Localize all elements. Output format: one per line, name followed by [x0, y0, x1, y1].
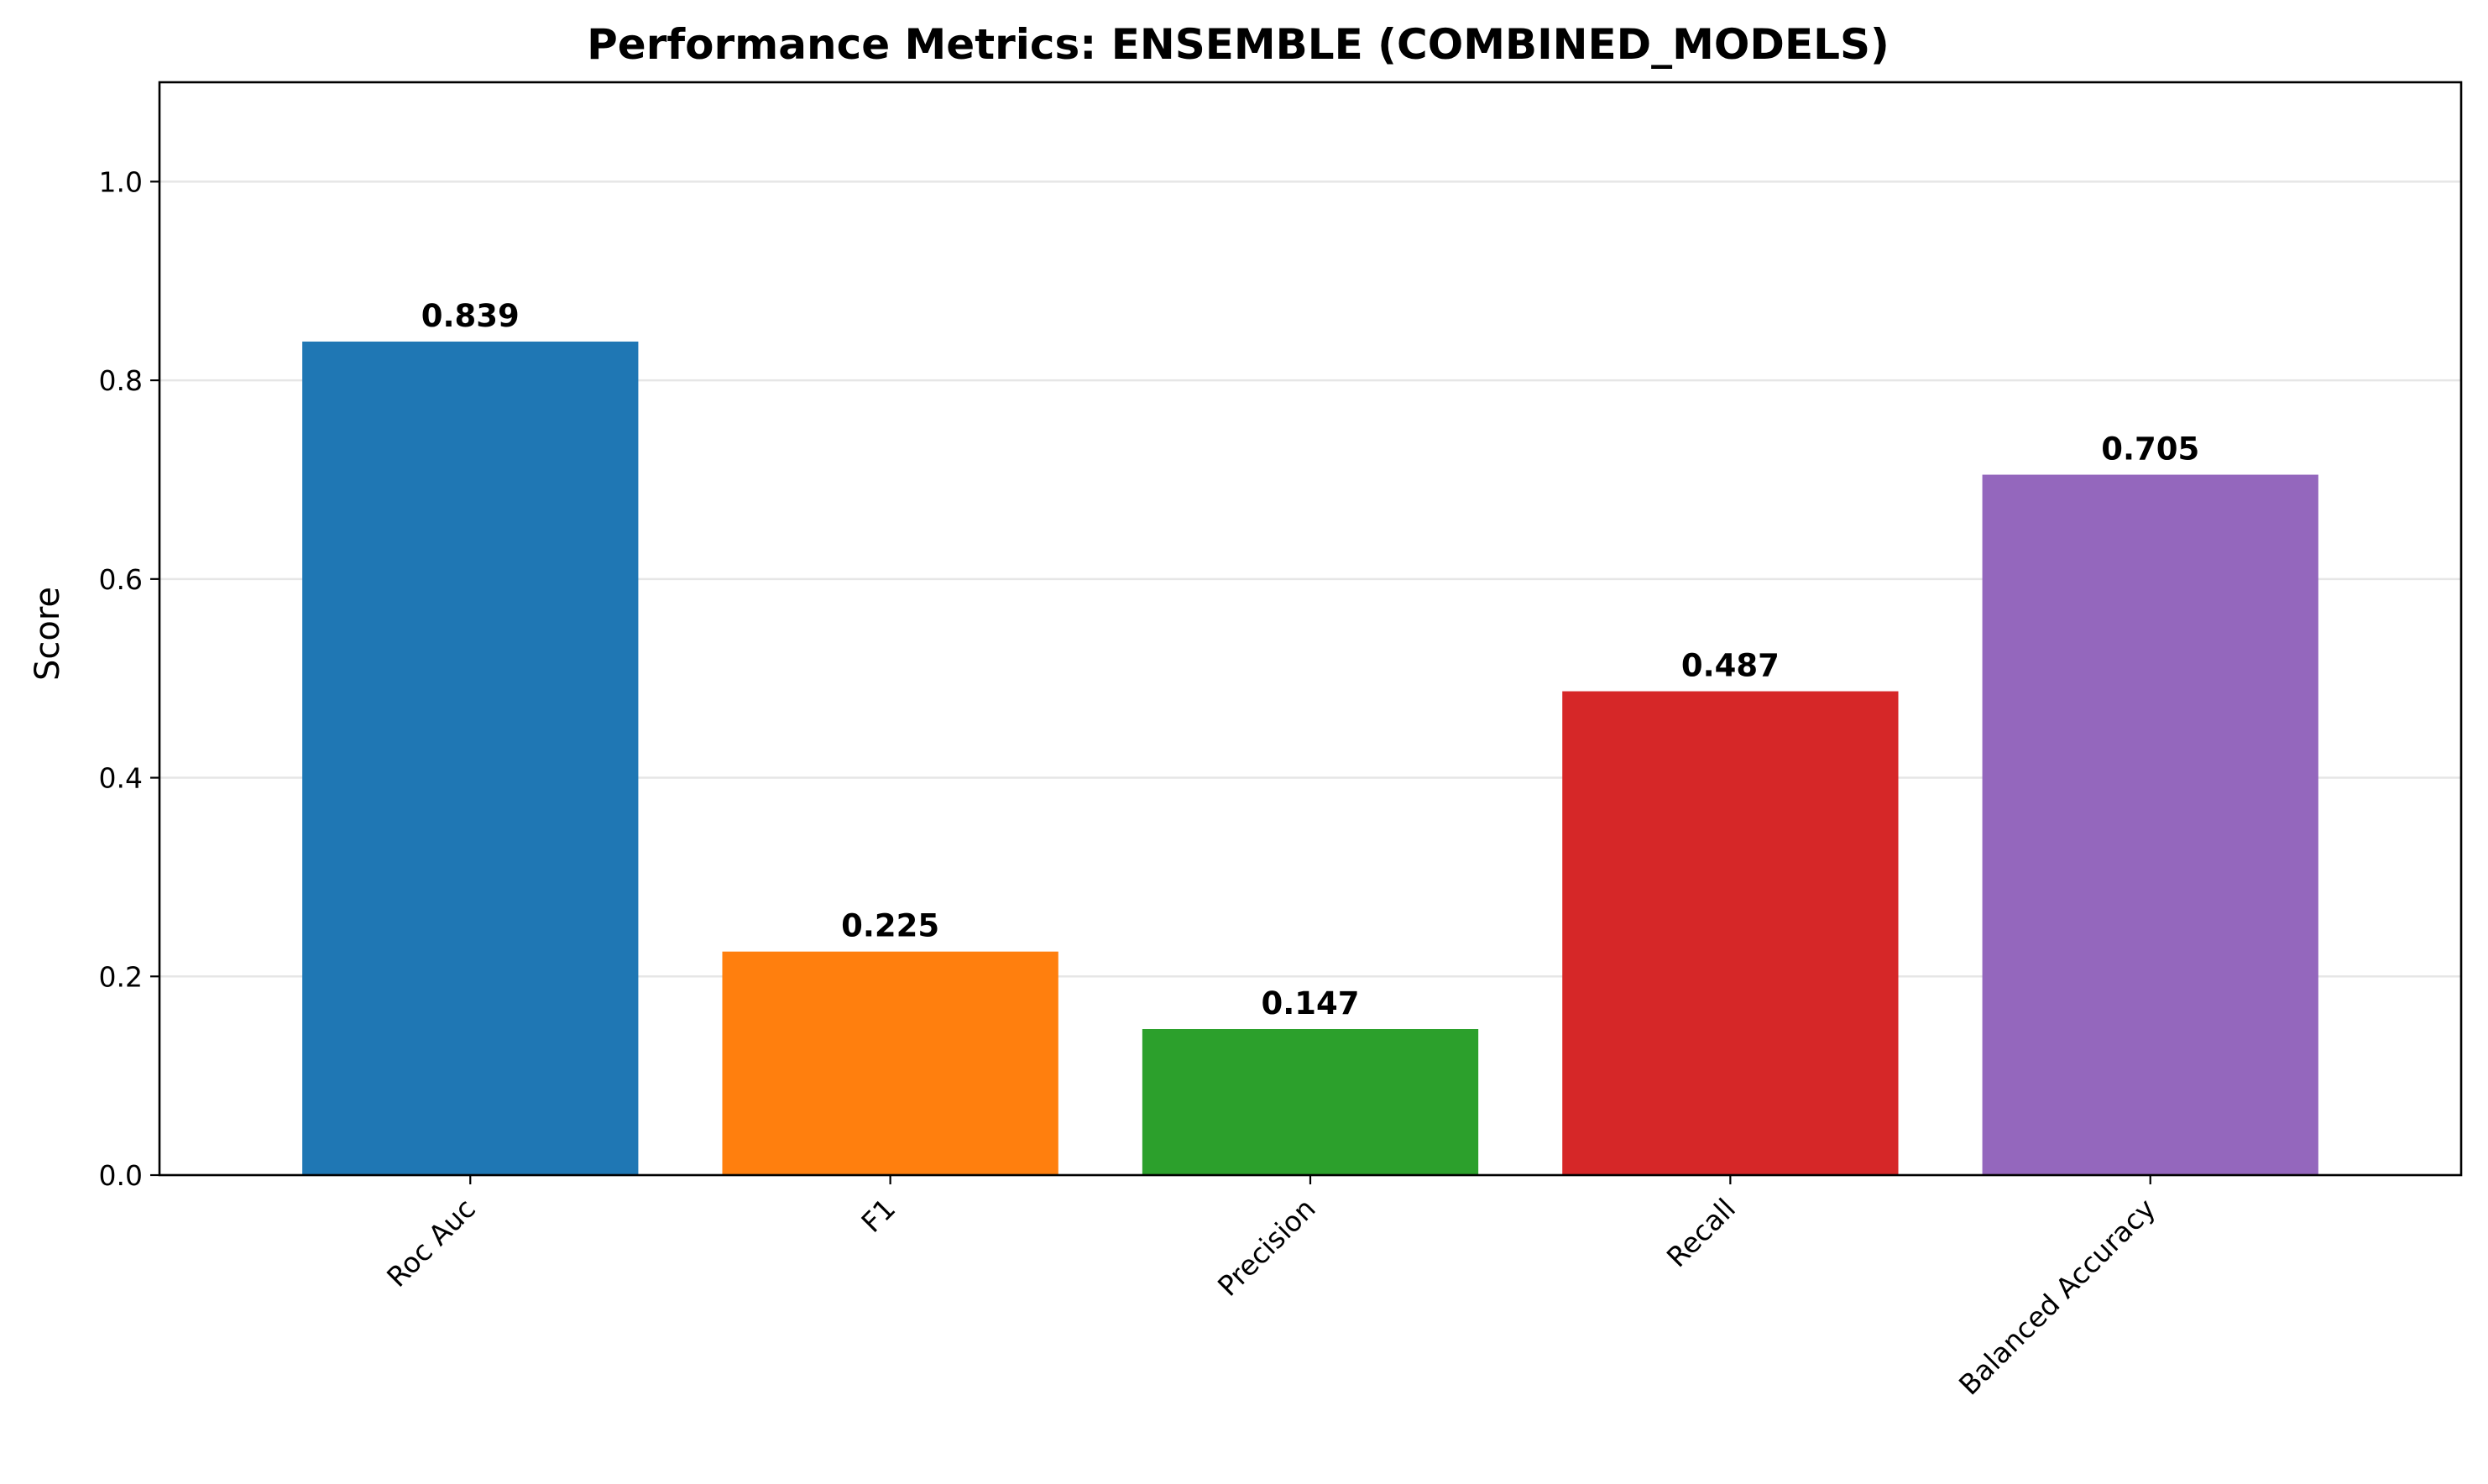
y-tick-label: 1.0 [99, 165, 143, 198]
value-label: 0.487 [1681, 648, 1780, 684]
value-label: 0.147 [1261, 985, 1359, 1022]
y-axis-label: Score [29, 587, 67, 681]
value-labels: 0.839 0.225 0.147 0.487 0.705 [421, 298, 2200, 1022]
y-tick-label: 0.8 [99, 364, 143, 397]
value-label: 0.705 [2101, 431, 2199, 468]
y-tick-label: 0.6 [99, 563, 143, 596]
bar-roc-auc [302, 341, 639, 1175]
bar-f1 [722, 951, 1058, 1175]
bar-precision [1142, 1029, 1479, 1175]
value-label: 0.839 [421, 298, 520, 334]
chart-title: Performance Metrics: ENSEMBLE (COMBINED_… [587, 20, 1890, 69]
value-label: 0.225 [841, 908, 939, 944]
bars [302, 341, 2318, 1175]
bar-recall [1562, 691, 1899, 1175]
y-axis-ticks: 0.0 0.2 0.4 0.6 0.8 1.0 [99, 165, 159, 1192]
y-tick-label: 0.0 [99, 1159, 143, 1192]
bar-balanced-accuracy [1982, 474, 2318, 1175]
y-tick-label: 0.4 [99, 762, 143, 795]
y-tick-label: 0.2 [99, 960, 143, 993]
